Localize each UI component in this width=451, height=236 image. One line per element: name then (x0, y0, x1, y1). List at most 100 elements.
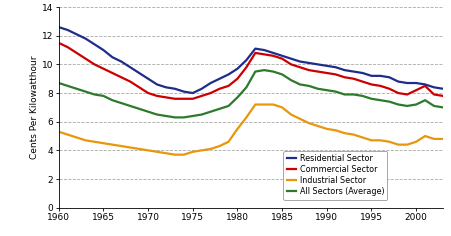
All Sectors (Average) (350, 93, 355, 96)
Y-axis label: Cents Per Kilowatthour: Cents Per Kilowatthour (30, 56, 39, 159)
Industrial Sector (404, 143, 409, 146)
Residential Sector (216, 77, 222, 80)
Residential Sector (386, 76, 391, 79)
Residential Sector (118, 60, 124, 63)
Industrial Sector (110, 143, 115, 146)
Residential Sector (439, 87, 445, 90)
All Sectors (Average) (314, 87, 320, 90)
Industrial Sector (413, 140, 418, 143)
Industrial Sector (430, 138, 436, 140)
Industrial Sector (56, 130, 61, 133)
All Sectors (Average) (145, 110, 151, 113)
Residential Sector (154, 83, 159, 86)
Industrial Sector (226, 140, 231, 143)
Industrial Sector (163, 152, 168, 155)
Commercial Sector (305, 69, 311, 72)
Commercial Sector (172, 97, 177, 100)
Industrial Sector (118, 145, 124, 148)
Industrial Sector (234, 127, 239, 130)
Commercial Sector (136, 86, 142, 89)
All Sectors (Average) (163, 114, 168, 117)
Commercial Sector (297, 66, 302, 69)
Industrial Sector (216, 145, 222, 148)
Commercial Sector (101, 67, 106, 70)
Industrial Sector (341, 132, 347, 135)
Residential Sector (341, 69, 347, 72)
Industrial Sector (395, 143, 400, 146)
All Sectors (Average) (421, 99, 427, 102)
Legend: Residential Sector, Commercial Sector, Industrial Sector, All Sectors (Average): Residential Sector, Commercial Sector, I… (283, 151, 387, 200)
Commercial Sector (439, 94, 445, 97)
Commercial Sector (332, 73, 338, 76)
Industrial Sector (386, 140, 391, 143)
Commercial Sector (65, 46, 70, 49)
Residential Sector (332, 66, 338, 69)
All Sectors (Average) (252, 70, 258, 73)
All Sectors (Average) (136, 107, 142, 110)
All Sectors (Average) (181, 116, 186, 119)
Industrial Sector (136, 148, 142, 150)
All Sectors (Average) (118, 102, 124, 105)
Commercial Sector (127, 80, 133, 83)
Commercial Sector (92, 63, 97, 66)
Industrial Sector (323, 127, 329, 130)
Commercial Sector (118, 76, 124, 79)
All Sectors (Average) (92, 93, 97, 96)
Residential Sector (279, 54, 284, 57)
Industrial Sector (172, 153, 177, 156)
All Sectors (Average) (243, 86, 249, 89)
Commercial Sector (314, 70, 320, 73)
All Sectors (Average) (234, 96, 239, 99)
Line: All Sectors (Average): All Sectors (Average) (59, 70, 442, 117)
Residential Sector (395, 80, 400, 83)
Industrial Sector (270, 103, 275, 106)
Commercial Sector (207, 92, 213, 94)
Commercial Sector (270, 54, 275, 57)
Industrial Sector (154, 150, 159, 153)
Commercial Sector (404, 93, 409, 96)
All Sectors (Average) (127, 105, 133, 107)
Residential Sector (323, 64, 329, 67)
Line: Industrial Sector: Industrial Sector (59, 105, 442, 155)
Residential Sector (413, 82, 418, 84)
Residential Sector (359, 72, 364, 74)
Residential Sector (190, 92, 195, 94)
Residential Sector (377, 74, 382, 77)
Commercial Sector (154, 94, 159, 97)
All Sectors (Average) (305, 84, 311, 87)
Industrial Sector (359, 136, 364, 139)
Residential Sector (207, 82, 213, 84)
Residential Sector (172, 87, 177, 90)
All Sectors (Average) (359, 94, 364, 97)
Commercial Sector (341, 76, 347, 79)
Residential Sector (83, 37, 88, 40)
Commercial Sector (430, 93, 436, 96)
Industrial Sector (92, 140, 97, 143)
Residential Sector (252, 47, 258, 50)
All Sectors (Average) (279, 73, 284, 76)
Residential Sector (421, 83, 427, 86)
All Sectors (Average) (395, 103, 400, 106)
Industrial Sector (314, 125, 320, 127)
Industrial Sector (288, 113, 293, 116)
Residential Sector (127, 66, 133, 69)
Residential Sector (314, 63, 320, 66)
All Sectors (Average) (439, 106, 445, 109)
All Sectors (Average) (288, 79, 293, 82)
Industrial Sector (190, 150, 195, 153)
All Sectors (Average) (270, 70, 275, 73)
Residential Sector (92, 43, 97, 46)
Industrial Sector (350, 133, 355, 136)
All Sectors (Average) (377, 99, 382, 102)
Commercial Sector (279, 57, 284, 60)
Commercial Sector (83, 57, 88, 60)
All Sectors (Average) (101, 94, 106, 97)
Industrial Sector (198, 149, 204, 152)
Residential Sector (430, 86, 436, 89)
Industrial Sector (65, 133, 70, 136)
All Sectors (Average) (154, 113, 159, 116)
Industrial Sector (261, 103, 267, 106)
All Sectors (Average) (172, 116, 177, 119)
All Sectors (Average) (198, 113, 204, 116)
All Sectors (Average) (226, 105, 231, 107)
